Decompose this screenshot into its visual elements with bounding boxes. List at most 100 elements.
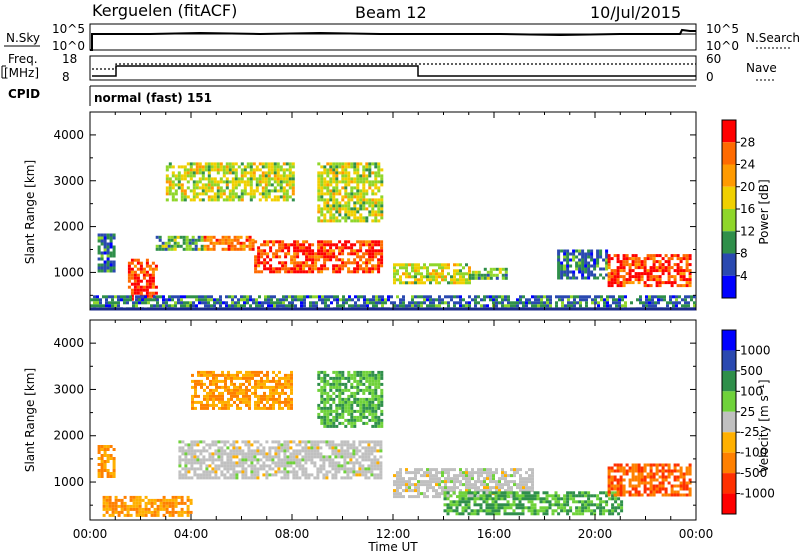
- date-title: 10/Jul/2015: [590, 3, 681, 22]
- velocity-patch-0: [97, 445, 116, 478]
- velocity-cbar-tick-0: 1000: [740, 343, 771, 357]
- power-cbar-seg-7: [722, 275, 736, 298]
- power-cbar-tick-1: 24: [740, 158, 755, 172]
- power-data: [90, 162, 696, 311]
- power-cbar-seg-0: [722, 120, 736, 143]
- power-cbar-seg-6: [722, 253, 736, 276]
- velocity-cbar-label: Velocity [m s⁻¹]: [757, 379, 771, 472]
- nsky-tick-bottom: 10^0: [52, 39, 85, 53]
- power-panel: 1000 2000 3000 4000 Slant Range [km]: [23, 111, 697, 311]
- power-ylabel: Slant Range [km]: [23, 160, 37, 264]
- freq-label-2: [MHz]: [4, 66, 39, 80]
- freq-tick-bottom: 8: [62, 70, 70, 84]
- nave-trace: [92, 63, 696, 70]
- power-cbar-seg-4: [722, 209, 736, 232]
- freq-tick-top: 18: [62, 52, 77, 66]
- power-cbar-label: Power [dB]: [757, 179, 771, 244]
- velocity-ytick-4000: 4000: [53, 336, 84, 350]
- power-cbar-seg-5: [722, 231, 736, 254]
- velocity-patch-3: [191, 370, 293, 410]
- power-patch-3: [203, 235, 255, 251]
- velocity-panel: 1000 2000 3000 4000 00:00 04:00 08:00 12:00 16:…: [23, 112, 713, 554]
- xtick-4: 16:00: [477, 527, 512, 541]
- velocity-colorbar: 1000 500 100 25 -25 -100 -500 -1000: [721, 329, 775, 515]
- power-cbar-tick-4: 12: [740, 224, 755, 238]
- nave-tick-top: 60: [706, 52, 721, 66]
- velocity-patch-7: [557, 491, 624, 516]
- velocity-cbar-tick-4: -25: [740, 425, 760, 439]
- power-ytick-3000: 3000: [53, 174, 84, 188]
- velocity-cbar-seg-8: [722, 493, 736, 514]
- xtick-3: 12:00: [376, 527, 411, 541]
- velocity-frame: [89, 319, 697, 521]
- velocity-cbar-tick-2: 100: [740, 384, 763, 398]
- freq-panel: [89, 55, 697, 81]
- power-patch-6: [317, 162, 384, 223]
- power-patch-1: [127, 258, 158, 301]
- power-patch-2: [155, 235, 204, 251]
- x-axis-label: Time UT: [367, 540, 418, 554]
- nsky-label: N.Sky: [6, 31, 40, 45]
- power-patch-0: [97, 233, 116, 273]
- power-ytick-2000: 2000: [53, 220, 84, 234]
- nsky-panel: [89, 23, 697, 51]
- power-cbar-seg-1: [722, 142, 736, 165]
- velocity-cbar-seg-3: [722, 391, 736, 412]
- velocity-cbar-seg-4: [722, 411, 736, 433]
- xtick-1: 04:00: [174, 527, 209, 541]
- power-cbar-tick-2: 20: [740, 180, 755, 194]
- power-cbar-tick-0: 28: [740, 135, 755, 149]
- xtick-0: 00:00: [73, 527, 108, 541]
- freq-trace: [92, 65, 696, 77]
- power-patch-7: [393, 263, 471, 285]
- nsearch-label: N.Search: [746, 31, 800, 45]
- nave-label: Nave: [746, 61, 777, 75]
- velocity-cbar-tick-3: 25: [740, 405, 755, 419]
- power-cbar-tick-5: 8: [740, 247, 748, 261]
- cpid-value: normal (fast) 151: [94, 91, 212, 105]
- velocity-cbar-tick-6: -500: [740, 466, 767, 480]
- power-cbar-seg-2: [722, 164, 736, 187]
- power-patch-10: [607, 254, 692, 288]
- nsearch-tick-bottom: 10^0: [706, 39, 739, 53]
- beam-title: Beam 12: [355, 3, 427, 22]
- station-title: Kerguelen (fitACF): [92, 1, 237, 20]
- velocity-cbar-seg-0: [722, 330, 736, 351]
- power-cbar-seg-3: [722, 186, 736, 209]
- nsky-tick-top: 10^5: [52, 22, 85, 36]
- velocity-cbar-seg-1: [722, 350, 736, 371]
- nsky-trace: [90, 28, 696, 51]
- velocity-cbar-seg-2: [722, 370, 736, 392]
- cpid-label: CPID: [8, 87, 40, 101]
- velocity-patch-8: [607, 463, 692, 497]
- velocity-cbar-tick-1: 500: [740, 364, 763, 378]
- velocity-patch-2: [178, 440, 383, 480]
- freq-label-1: Freq.: [8, 52, 38, 66]
- power-cbar-tick-6: 4: [740, 269, 748, 283]
- power-patch-5: [165, 162, 295, 202]
- velocity-patch-6: [443, 491, 558, 516]
- power-colorbar: 28 24 20 16 12 8 4: [721, 119, 755, 299]
- velocity-data: [97, 370, 692, 517]
- velocity-ytick-3000: 3000: [53, 382, 84, 396]
- xtick-2: 08:00: [275, 527, 310, 541]
- velocity-ylabel: Slant Range [km]: [23, 368, 37, 472]
- power-cbar-tick-3: 16: [740, 202, 755, 216]
- xtick-5: 20:00: [578, 527, 613, 541]
- velocity-patch-1: [102, 495, 193, 517]
- power-patch-8: [468, 267, 508, 280]
- velocity-patch-4: [317, 370, 384, 428]
- nsearch-tick-top: 10^5: [706, 22, 739, 36]
- power-ytick-4000: 4000: [53, 128, 84, 142]
- velocity-cbar-seg-7: [722, 473, 736, 494]
- nave-tick-bottom: 0: [706, 70, 714, 84]
- power-ytick-1000: 1000: [53, 265, 84, 279]
- velocity-ytick-1000: 1000: [53, 475, 84, 489]
- velocity-cbar-tick-5: -100: [740, 446, 767, 460]
- velocity-cbar-seg-5: [722, 432, 736, 453]
- velocity-cbar-seg-6: [722, 452, 736, 474]
- velocity-ytick-2000: 2000: [53, 429, 84, 443]
- xtick-6: 00:00: [679, 527, 714, 541]
- power-patch-11: [90, 295, 696, 311]
